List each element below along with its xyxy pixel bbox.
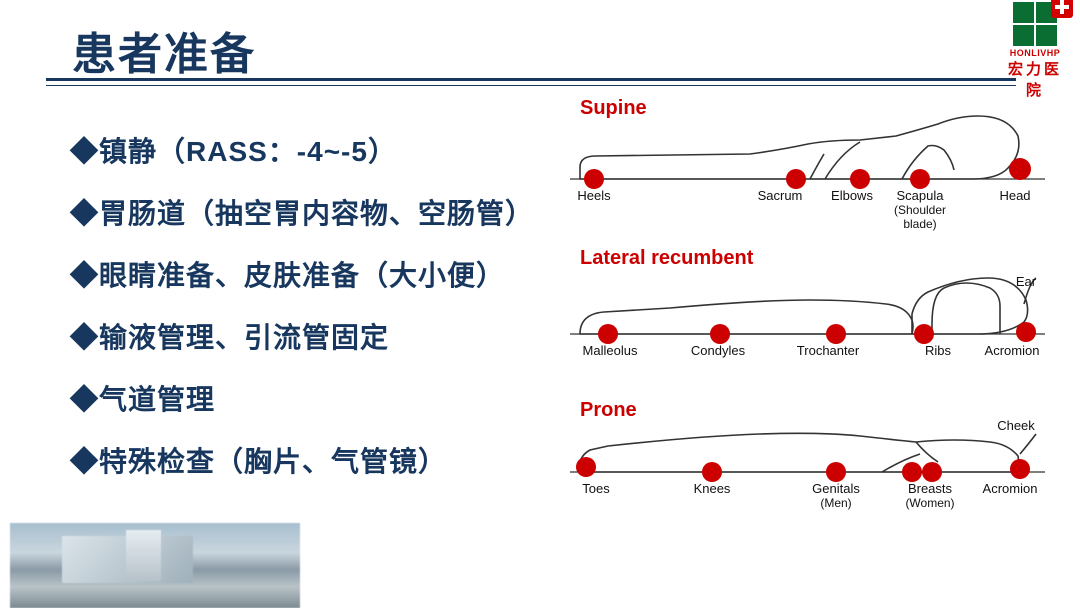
title-underline [46,78,1016,81]
pressure-point-label: Heels [577,188,611,203]
title-underline-thin [46,85,1016,86]
pressure-point-label: Acromion [983,481,1038,496]
pressure-point-label: Knees [694,481,731,496]
pressure-point-dot [850,169,870,189]
slide-title: 患者准备 [72,18,256,82]
body-outline [580,300,913,334]
pressure-point-dot [1010,459,1030,479]
pressure-point-dot [902,462,922,482]
pressure-point-dot [702,462,722,482]
logo-grid-icon [1013,2,1057,46]
medical-cross-icon [1051,0,1073,18]
pressure-point-label: Malleolus [583,343,638,358]
position-title: Prone [580,399,637,421]
position-lateral-recumbent: Lateral recumbent Ear Malleolus Condyles Tro… [570,247,1045,358]
pressure-point-label: Ribs [925,343,952,358]
pressure-point-label: Acromion [985,343,1040,358]
bullet-item: ◆气道管理 [70,378,540,418]
position-supine: Supine Heels Sacrum Elbows Scapula(Shoulderb… [570,97,1045,231]
bullet-item: ◆眼睛准备、皮肤准备（大小便） [70,254,540,294]
bullet-list: ◆镇静（RASS：-4~-5） ◆胃肠道（抽空胃内容物、空肠管） ◆眼睛准备、皮肤准… [70,130,540,502]
pressure-point-dot [910,169,930,189]
bullet-item: ◆胃肠道（抽空胃内容物、空肠管） [70,192,540,232]
svg-text:(Shoulder: (Shoulder [894,203,946,217]
pressure-point-dot [1016,322,1036,342]
pressure-point-label: Trochanter [797,343,860,358]
bullet-item: ◆镇静（RASS：-4~-5） [70,130,540,170]
side-label: Cheek [997,418,1035,433]
side-label: Ear [1016,274,1037,289]
pressure-point-dot [914,324,934,344]
pressure-point-label: Toes [582,481,610,496]
pressure-point-dot [826,462,846,482]
pressure-point-label: Elbows [831,188,873,203]
pressure-point-label: Genitals [812,481,860,496]
positions-diagram: Supine Heels Sacrum Elbows Scapula(Shoulderb… [560,94,1060,574]
pressure-point-dot [786,169,806,189]
svg-text:blade): blade) [903,217,936,231]
svg-text:(Women): (Women) [905,496,954,510]
pressure-point-dot [922,462,942,482]
pressure-point-dot [598,324,618,344]
pressure-point-dot [584,169,604,189]
pressure-point-dot [1009,158,1031,180]
pressure-point-dot [710,324,730,344]
bullet-item: ◆特殊检查（胸片、气管镜） [70,440,540,480]
body-outline [580,116,1019,179]
pressure-point-label: Condyles [691,343,746,358]
pressure-point-label: Sacrum [758,188,803,203]
pressure-point-label: Breasts [908,481,953,496]
position-title: Lateral recumbent [580,247,754,269]
pressure-point-label: Head [999,188,1030,203]
body-outline [580,433,1018,472]
position-title: Supine [580,97,647,119]
brand-text-en: HONLIVHP [1000,48,1070,58]
title-text: 患者准备 [72,18,256,82]
bullet-item: ◆输液管理、引流管固定 [70,316,540,356]
pressure-point-dot [576,457,596,477]
hospital-photo [10,523,300,608]
pressure-point-dot [826,324,846,344]
pressure-point-label: Scapula [897,188,945,203]
svg-text:(Men): (Men) [820,496,851,510]
position-prone: Prone Cheek Toes Knees Genitals(Men) Breasts(… [570,399,1045,510]
